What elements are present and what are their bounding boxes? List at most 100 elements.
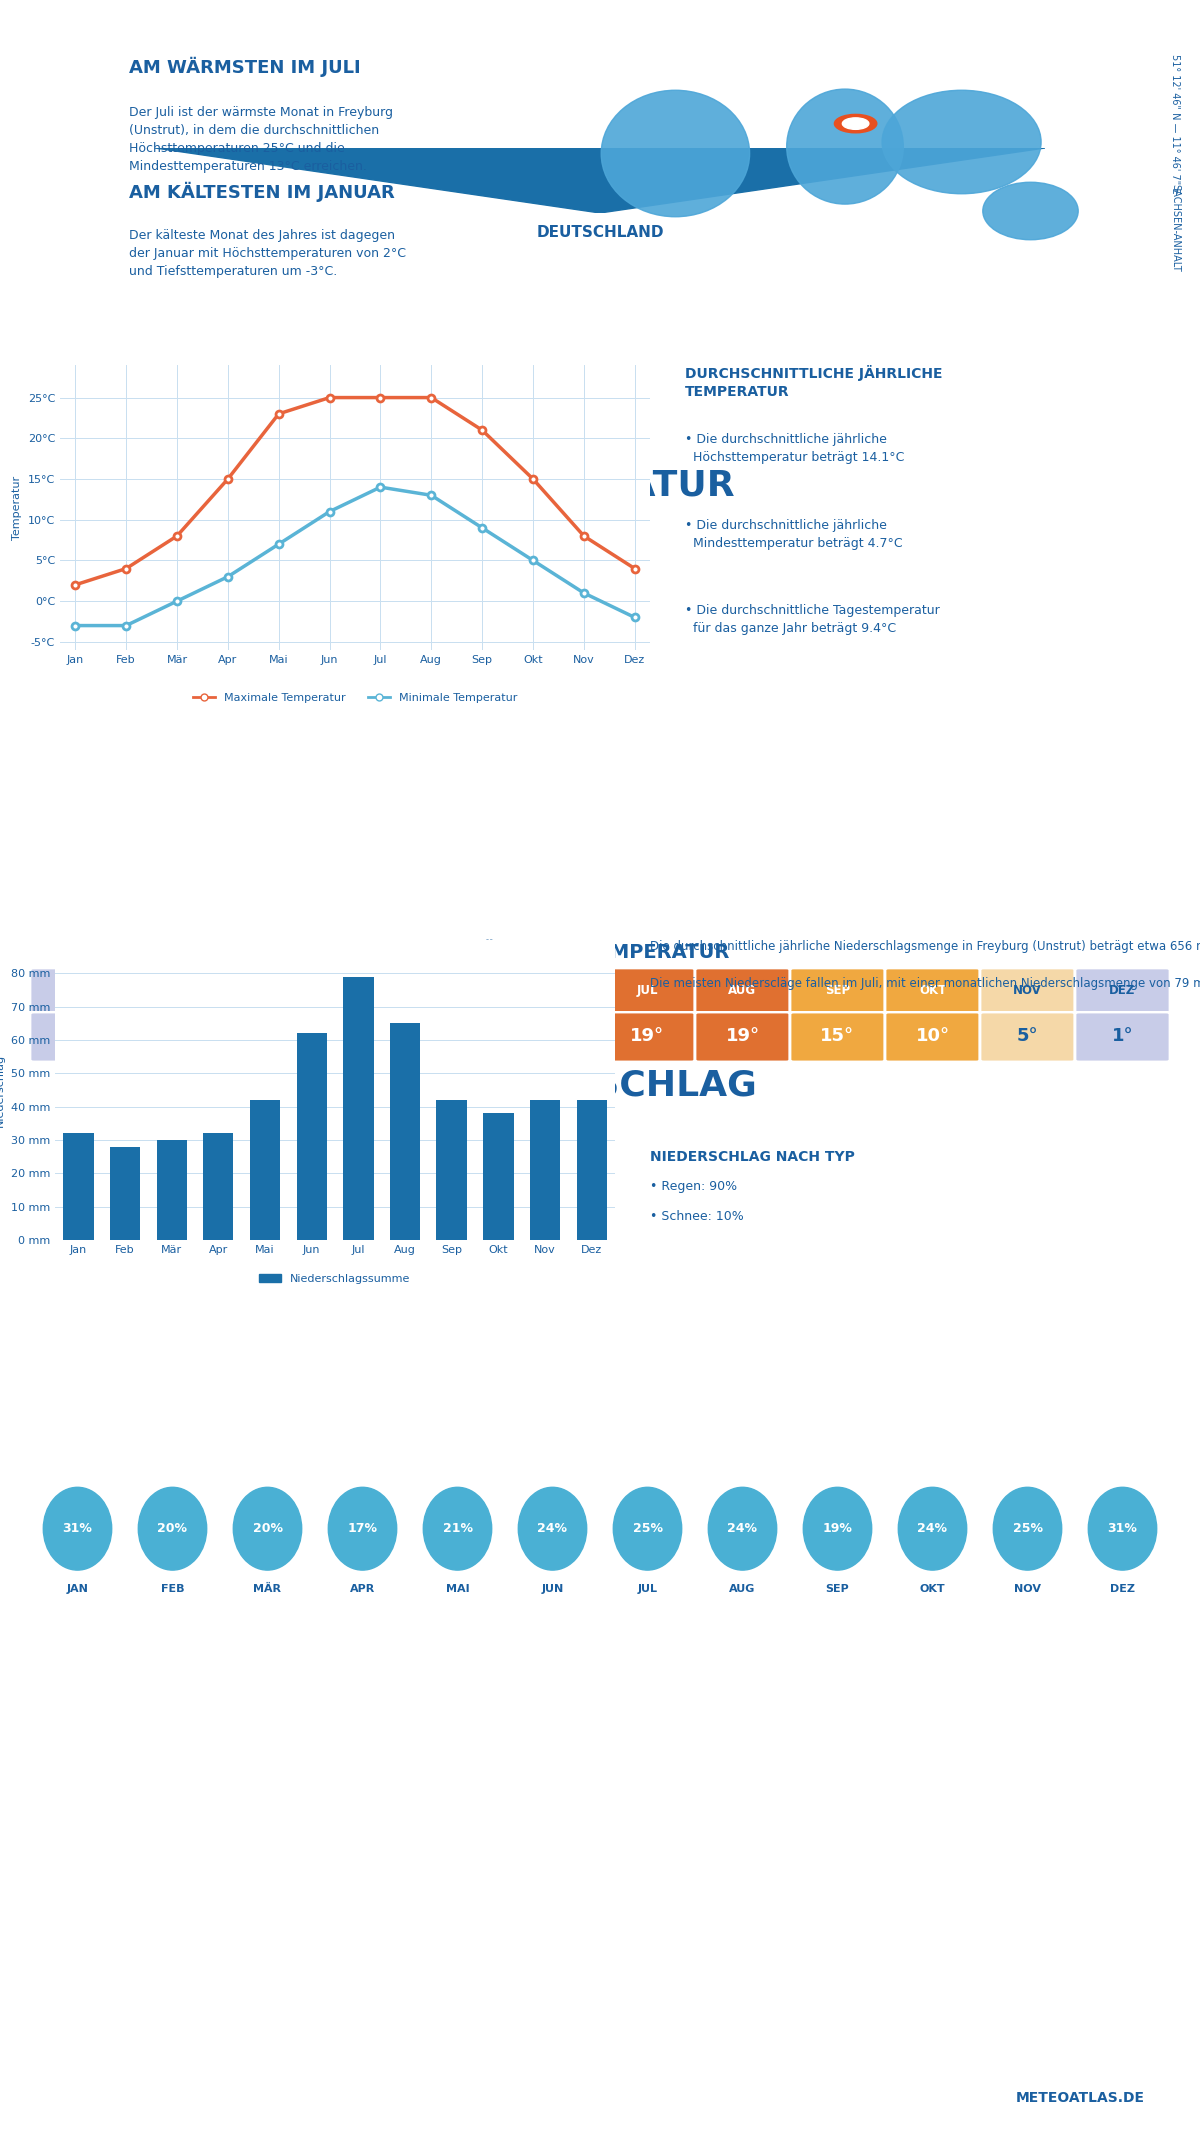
FancyBboxPatch shape [695,967,790,1014]
Text: 20%: 20% [157,1522,187,1534]
Text: MÄR: MÄR [253,1584,282,1594]
Text: FEB: FEB [161,1584,185,1594]
Text: AUG: AUG [728,984,756,997]
Text: 17°: 17° [535,1027,570,1044]
Text: 10°: 10° [916,1027,949,1044]
Text: 19°: 19° [630,1027,665,1044]
Circle shape [834,113,877,133]
Text: 19%: 19% [822,1522,852,1534]
Text: • Die durchschnittliche Tagestemperatur
  für das ganze Jahr beträgt 9.4°C: • Die durchschnittliche Tagestemperatur … [685,603,940,636]
Text: 17%: 17% [348,1522,378,1534]
Text: MÄR: MÄR [252,984,282,997]
Circle shape [842,118,869,128]
Legend: Niederschlagssumme: Niederschlagssumme [254,1269,415,1288]
Text: TEMPERATUR: TEMPERATUR [464,469,736,503]
Circle shape [43,1487,112,1571]
Circle shape [1088,1487,1157,1571]
Text: 4°: 4° [257,1027,278,1044]
Text: Der Juli ist der wärmste Monat in Freyburg
(Unstrut), in dem die durchschnittlic: Der Juli ist der wärmste Monat in Freybu… [128,107,392,173]
FancyBboxPatch shape [220,967,314,1014]
Text: 25%: 25% [632,1522,662,1534]
Text: -1°: -1° [62,1027,92,1044]
Text: • Regen: 90%: • Regen: 90% [650,1179,737,1192]
Text: DEZ: DEZ [1109,984,1135,997]
Text: 21%: 21% [443,1522,473,1534]
Circle shape [803,1487,871,1571]
FancyBboxPatch shape [125,967,220,1014]
Text: SACHSEN-ANHALT: SACHSEN-ANHALT [1170,184,1180,272]
Text: JUL: JUL [637,984,659,997]
Circle shape [424,1487,492,1571]
FancyBboxPatch shape [695,1012,790,1061]
Text: MAI: MAI [445,984,470,997]
Text: Die durchschnittliche jährliche Niederschlagsmenge in Freyburg (Unstrut) beträgt: Die durchschnittliche jährliche Niedersc… [650,939,1200,991]
Ellipse shape [882,90,1042,195]
FancyBboxPatch shape [1075,1012,1170,1061]
Circle shape [708,1487,776,1571]
Circle shape [233,1487,301,1571]
Text: AUG: AUG [730,1584,756,1594]
Ellipse shape [601,90,750,216]
FancyBboxPatch shape [410,1012,505,1061]
Text: 9°: 9° [352,1027,373,1044]
FancyBboxPatch shape [220,1012,314,1061]
Bar [484,1113,514,1239]
Text: OKT: OKT [919,984,946,997]
FancyBboxPatch shape [125,1012,220,1061]
Bar [110,1147,140,1239]
Ellipse shape [983,182,1079,240]
Text: 51° 12' 46" N — 11° 46' 7" E: 51° 12' 46" N — 11° 46' 7" E [1170,54,1180,195]
FancyBboxPatch shape [314,1012,410,1061]
Text: MAI: MAI [445,1584,469,1594]
Text: 20%: 20% [252,1522,282,1534]
FancyBboxPatch shape [505,967,600,1014]
Bar [530,1100,560,1239]
Bar [203,1134,234,1239]
Text: OKT: OKT [919,1584,946,1594]
FancyBboxPatch shape [410,967,505,1014]
Text: NIEDERSCHLAG: NIEDERSCHLAG [443,1068,757,1102]
Text: 24%: 24% [727,1522,757,1534]
Bar [390,1023,420,1239]
Text: NIEDERSCHLAGSWAHRSCHEINLICHKEIT: NIEDERSCHLAGSWAHRSCHEINLICHKEIT [432,1532,768,1547]
Circle shape [899,1487,967,1571]
FancyBboxPatch shape [600,967,695,1014]
Text: TÄGLICHE TEMPERATUR: TÄGLICHE TEMPERATUR [470,942,730,961]
Text: AM KÄLTESTEN IM JANUAR: AM KÄLTESTEN IM JANUAR [128,182,395,201]
Text: • Schnee: 10%: • Schnee: 10% [650,1209,744,1222]
Text: 19°: 19° [726,1027,760,1044]
Text: APR: APR [350,1584,376,1594]
Text: 25%: 25% [1013,1522,1043,1534]
Polygon shape [155,148,1045,214]
Y-axis label: Niederschlag: Niederschlag [0,1053,5,1126]
FancyBboxPatch shape [790,1012,886,1061]
Text: SEP: SEP [824,984,850,997]
FancyBboxPatch shape [600,1012,695,1061]
Text: APR: APR [349,984,376,997]
Circle shape [138,1487,206,1571]
Text: AM WÄRMSTEN IM JULI: AM WÄRMSTEN IM JULI [128,58,360,77]
Bar [296,1034,326,1239]
Text: JUN: JUN [541,1584,564,1594]
Text: FEB: FEB [160,984,185,997]
Text: JAN: JAN [66,984,89,997]
Circle shape [518,1487,587,1571]
Text: NIEDERSCHLAG NACH TYP: NIEDERSCHLAG NACH TYP [650,1149,854,1164]
Circle shape [329,1487,397,1571]
FancyBboxPatch shape [980,1012,1075,1061]
FancyBboxPatch shape [30,967,125,1014]
FancyBboxPatch shape [980,967,1075,1014]
Text: 5°: 5° [1016,1027,1038,1044]
Text: Der kälteste Monat des Jahres ist dagegen
der Januar mit Höchsttemperaturen von : Der kälteste Monat des Jahres ist dagege… [128,229,406,278]
Circle shape [613,1487,682,1571]
FancyBboxPatch shape [886,1012,980,1061]
FancyBboxPatch shape [505,1012,600,1061]
FancyBboxPatch shape [1075,967,1170,1014]
Text: JUN: JUN [540,984,564,997]
Text: 31%: 31% [62,1522,92,1534]
Circle shape [994,1487,1062,1571]
Text: JAN: JAN [66,1584,89,1594]
Bar [437,1100,467,1239]
FancyBboxPatch shape [30,1012,125,1061]
Text: JUL: JUL [637,1584,658,1594]
